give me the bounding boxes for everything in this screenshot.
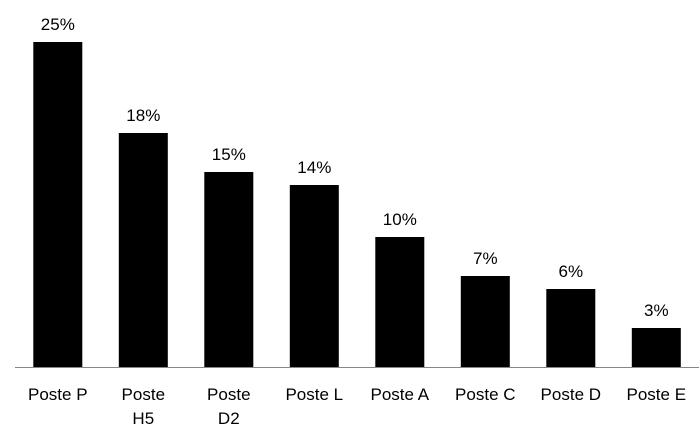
category-label: Poste C: [455, 385, 515, 404]
category-label: Poste P: [28, 385, 88, 404]
value-label: 10%: [383, 210, 417, 229]
bar: [546, 289, 595, 367]
value-label: 14%: [297, 158, 331, 177]
category-label-line: Poste: [207, 385, 250, 404]
category-label-line: Poste: [122, 385, 165, 404]
bar: [119, 133, 168, 367]
value-label: 18%: [126, 106, 160, 125]
category-label: Poste E: [627, 385, 687, 404]
value-label: 25%: [41, 15, 75, 34]
value-label: 7%: [473, 249, 498, 268]
category-label: Poste L: [285, 385, 343, 404]
bar: [204, 172, 253, 367]
bar: [375, 237, 424, 367]
category-label-line: Poste C: [455, 385, 515, 404]
bars-group: [33, 42, 681, 367]
value-label: 6%: [559, 262, 584, 281]
value-label: 3%: [644, 301, 669, 320]
bar: [632, 328, 681, 367]
bar: [290, 185, 339, 367]
category-label-line: Poste A: [370, 385, 429, 404]
bar: [461, 276, 510, 367]
category-label: Poste D: [541, 385, 601, 404]
category-label: Poste H5: [122, 385, 165, 428]
category-label: Poste A: [370, 385, 429, 404]
category-label-line: Poste D: [541, 385, 601, 404]
category-label-line: Poste E: [627, 385, 687, 404]
category-label-line: D2: [218, 409, 240, 428]
category-label-line: Poste L: [285, 385, 343, 404]
category-label: Poste D2: [207, 385, 250, 428]
category-label-line: H5: [132, 409, 154, 428]
value-label: 15%: [212, 145, 246, 164]
bar: [33, 42, 82, 367]
category-label-line: Poste P: [28, 385, 88, 404]
category-labels-group: Poste P Poste H5 Poste D2 Poste L Poste A Poste…: [28, 385, 686, 428]
